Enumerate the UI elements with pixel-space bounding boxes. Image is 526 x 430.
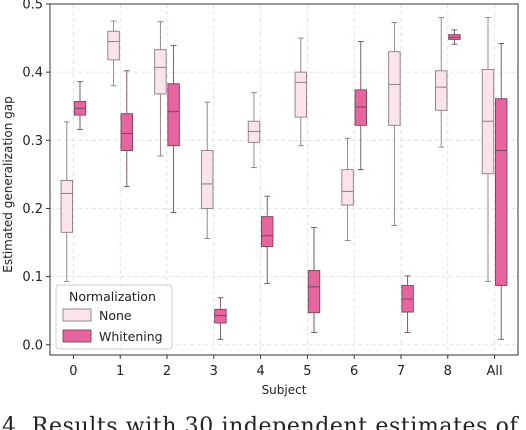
box-iqr: [495, 98, 508, 286]
box-whitening-5: [307, 227, 321, 333]
box-plot-chart: 0.0 0.1 0.2 0.3 0.4 0.5 0 1 2 3 4 5 6 7 8 All Subject E…: [1, 0, 519, 397]
box-iqr: [60, 180, 73, 233]
box-iqr: [154, 49, 167, 95]
box-iqr: [294, 71, 307, 118]
box-whitening-0: [73, 81, 87, 130]
box-whitening-1: [120, 70, 134, 188]
series-none: [60, 17, 495, 282]
y-tick-label: 0.5: [22, 0, 43, 13]
axis-ticks: 0.0 0.1 0.2 0.3 0.4 0.5 0 1 2 3 4 5 6 7 8 All: [22, 0, 502, 379]
x-tick-label: 7: [397, 364, 405, 379]
box-none-7: [388, 21, 401, 226]
box-none-2: [154, 21, 167, 157]
box-none-4: [247, 92, 261, 169]
legend-item-whitening: Whitening: [62, 329, 163, 344]
box-iqr: [120, 113, 134, 151]
box-none-3: [200, 101, 214, 239]
box-none-8: [435, 17, 448, 148]
box-iqr: [200, 150, 214, 209]
box-iqr: [341, 169, 354, 206]
box-none-6: [341, 137, 354, 241]
box-iqr: [354, 89, 367, 126]
x-tick-label: 3: [210, 364, 218, 379]
x-tick-label: 5: [303, 364, 311, 379]
box-iqr: [435, 70, 448, 111]
box-none-1: [107, 20, 120, 87]
x-tick-label: 1: [116, 364, 124, 379]
box-none-5: [294, 37, 307, 147]
box-whitening-4: [261, 195, 274, 284]
plot-frame: [49, 3, 519, 356]
box-whitening-6: [354, 41, 367, 171]
box-none-0: [60, 121, 73, 282]
x-tick-label: 4: [256, 364, 264, 379]
y-tick-label: 0.0: [22, 338, 43, 353]
legend-title: Normalization: [69, 289, 156, 304]
x-tick-label: 0: [69, 364, 77, 379]
legend-label: Whitening: [99, 329, 163, 344]
box-iqr: [107, 30, 120, 61]
legend-items: None Whitening: [62, 308, 163, 344]
figure-caption: 4. Results with 30 independent estimates…: [2, 414, 526, 430]
legend-swatch: [62, 329, 92, 343]
box-iqr: [167, 83, 180, 147]
box-none-All: [481, 17, 495, 282]
box-whitening-8: [448, 29, 461, 45]
x-axis-label: Subject: [262, 383, 307, 397]
y-tick-label: 0.1: [22, 270, 43, 285]
y-tick-label: 0.4: [22, 66, 43, 81]
x-tick-label: All: [487, 364, 503, 379]
y-tick-label: 0.3: [22, 134, 43, 149]
box-whitening-3: [214, 297, 227, 340]
box-whitening-2: [167, 45, 180, 214]
legend: Normalization None Whitening: [55, 284, 173, 350]
box-iqr: [388, 51, 401, 126]
x-tick-label: 6: [350, 364, 358, 379]
box-plot-series: [60, 17, 508, 340]
box-iqr: [307, 270, 321, 314]
x-tick-label: 8: [444, 364, 452, 379]
legend-item-none: None: [62, 308, 132, 323]
box-iqr: [261, 216, 274, 248]
box-whitening-7: [401, 275, 414, 333]
legend-label: None: [99, 308, 132, 323]
legend-swatch: [62, 308, 92, 322]
series-whitening: [73, 29, 508, 340]
y-tick-label: 0.2: [22, 202, 43, 217]
y-axis-label: Estimated generalization gap: [1, 96, 15, 272]
box-iqr: [214, 308, 227, 324]
x-tick-label: 2: [163, 364, 171, 379]
box-whitening-All: [495, 43, 508, 340]
